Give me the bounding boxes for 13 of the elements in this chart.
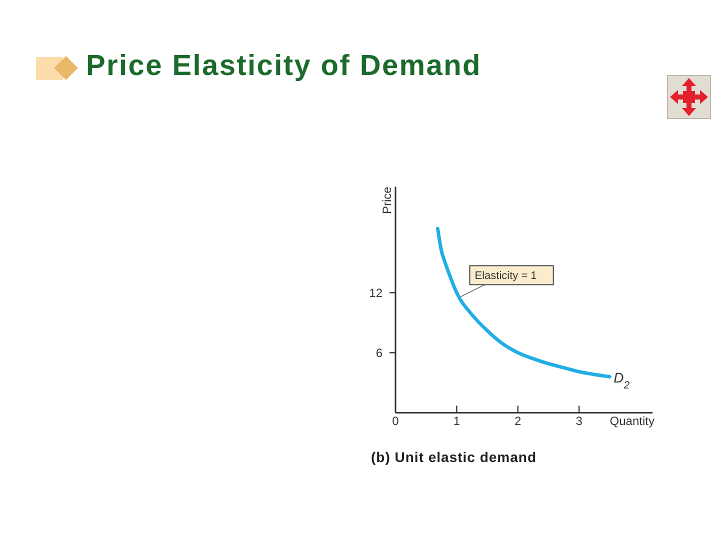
line-series (436, 226, 612, 378)
x-axis-title: Quantity (610, 414, 654, 428)
chart-title: Price Elasticity of Demand (86, 50, 482, 82)
x-tick-label: 0 (392, 414, 400, 428)
y-axis-title: Price (380, 186, 394, 214)
series-label: D$_{2}$ (614, 370, 630, 392)
x-tick-label: 3 (576, 414, 583, 428)
annotation: Elasticity = 1 (474, 270, 537, 282)
y-tick-label: 12 (369, 286, 383, 300)
x-tick-label: 2 (514, 414, 522, 428)
x-tick-label: 1 (453, 414, 460, 428)
text: (b) Unit elastic demand (371, 449, 537, 465)
y-tick-label: 6 (376, 346, 383, 360)
